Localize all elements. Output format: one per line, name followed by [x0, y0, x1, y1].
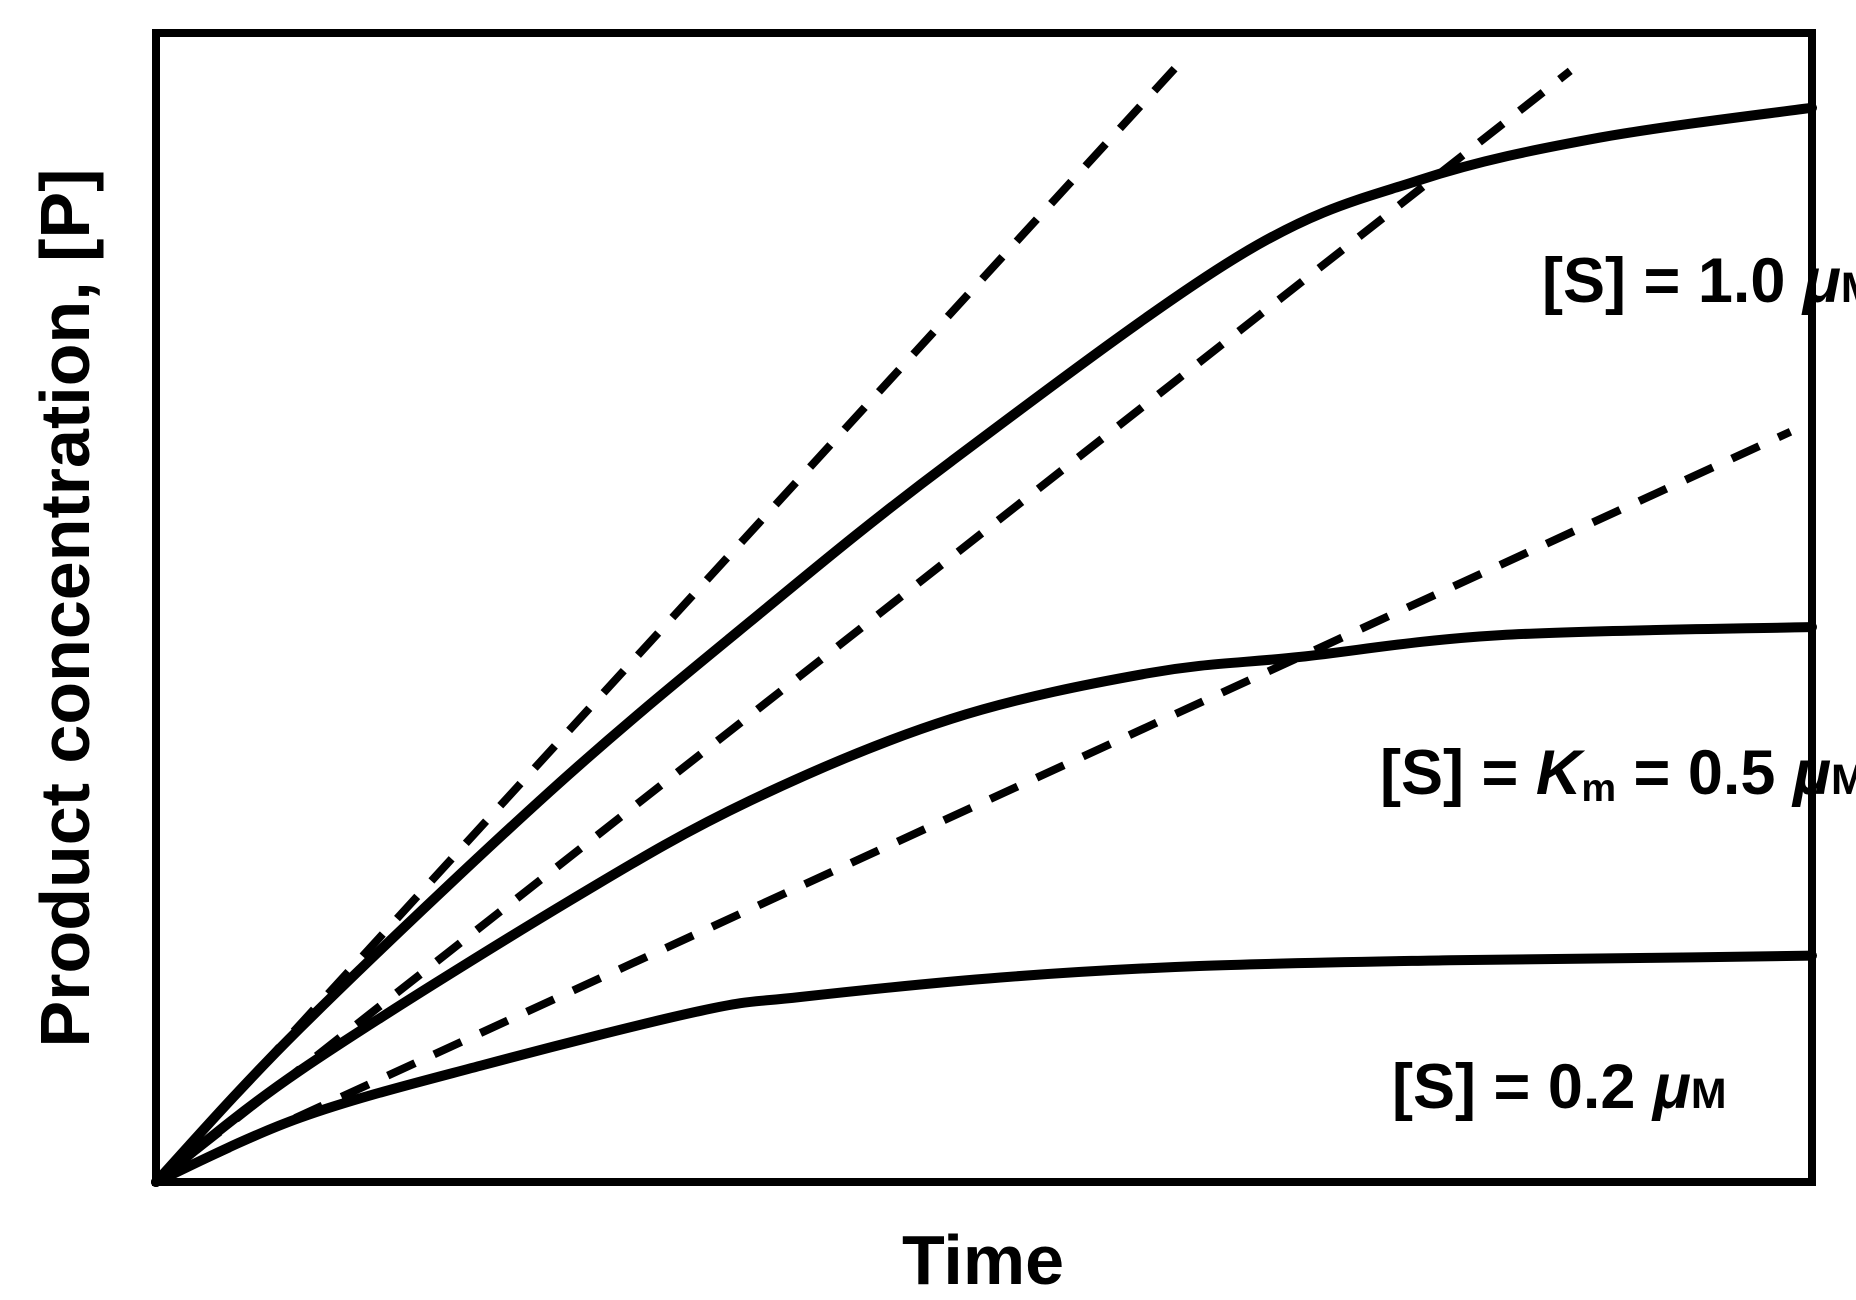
series-label-value: 0.2 — [1547, 1052, 1636, 1122]
series-label-species: [S] — [1380, 738, 1464, 808]
molar-unit: M — [1830, 756, 1856, 804]
series-label-value: 0.5 — [1687, 738, 1776, 808]
mu-symbol: μ — [1652, 1052, 1691, 1122]
series-label-species: [S] — [1392, 1052, 1476, 1122]
x-axis-label: Time — [901, 1221, 1065, 1299]
y-axis-label: Product concentration, [P] — [26, 168, 104, 1048]
series-label-s-0.5: [S] = Km = 0.5 μM — [1310, 668, 1856, 894]
mu-symbol: μ — [1802, 246, 1841, 316]
series-label-value: 1.0 — [1697, 246, 1786, 316]
km-subscript: m — [1581, 767, 1617, 811]
tangent-s-0.2 — [154, 428, 1793, 1186]
series-label-species: [S] — [1542, 246, 1626, 316]
molar-unit: M — [1841, 264, 1856, 312]
spacer — [1775, 738, 1793, 808]
curve-s-0.2 — [151, 950, 1817, 1187]
mu-symbol: μ — [1792, 738, 1831, 808]
curve-s-1.0 — [151, 102, 1817, 1187]
equals-sign: = — [1476, 1052, 1548, 1122]
tangent-s-0.5 — [153, 67, 1573, 1186]
molar-unit: M — [1690, 1070, 1727, 1118]
spacer — [1635, 1052, 1653, 1122]
equals-sign: = — [1626, 246, 1698, 316]
series-label-s-1.0: [S] = 1.0 μM — [1472, 176, 1856, 393]
series-label-s-0.2: [S] = 0.2 μM — [1322, 982, 1727, 1199]
spacer — [1785, 246, 1803, 316]
km-symbol: K — [1535, 738, 1582, 808]
equals-sign: = — [1616, 738, 1688, 808]
equals-sign: = — [1464, 738, 1536, 808]
curve-s-0.5 — [151, 622, 1817, 1187]
plot-border — [152, 29, 1816, 1186]
